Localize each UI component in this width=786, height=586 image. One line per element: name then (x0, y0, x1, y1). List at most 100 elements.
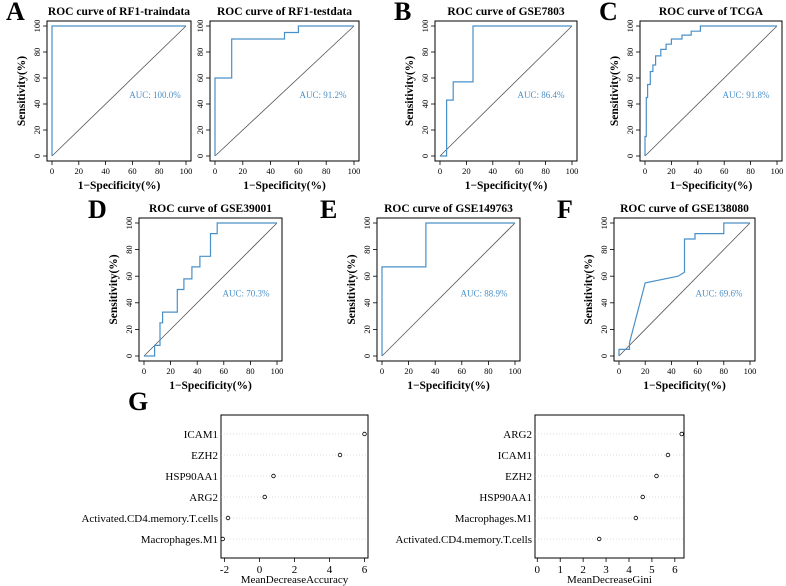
importance-point (596, 536, 602, 542)
x-tick-label: 0 (142, 366, 146, 376)
y-tick-label: 20 (32, 126, 42, 135)
panel-letter: B (394, 0, 411, 26)
diagonal-reference-line (214, 25, 355, 157)
x-tick-label: 60 (458, 366, 467, 376)
y-tick-label: 100 (124, 217, 134, 230)
chart-title: ROC curve of GSE39001 (149, 203, 272, 215)
auc-label: AUC: 100.0% (129, 90, 181, 100)
importance-point (654, 473, 659, 479)
y-axis-label: Sensitivity(%) (346, 254, 358, 324)
y-tick-label: 0 (362, 354, 372, 358)
chart-title: ROC curve of RF1-traindata (48, 6, 190, 18)
auc-label: AUC: 86.4% (518, 90, 566, 100)
x-tick-label: 4 (327, 564, 333, 576)
importance-point (640, 494, 645, 500)
x-tick-label: -2 (220, 564, 229, 576)
y-axis-label: Sensitivity(%) (108, 254, 120, 324)
auc-label: AUC: 69.6% (696, 289, 744, 299)
auc-label: AUC: 88.9% (461, 289, 509, 299)
auc-label: AUC: 70.3% (223, 289, 271, 299)
x-tick-label: 100 (180, 166, 193, 176)
category-label: Activated.CD4.memory.T.cells (395, 534, 532, 546)
x-tick-label: 0 (50, 166, 54, 176)
x-tick-label: 60 (294, 166, 303, 176)
importance-point (665, 452, 671, 458)
y-tick-label: 20 (362, 325, 372, 334)
category-label: EZH2 (505, 471, 532, 483)
x-tick-label: 4 (626, 564, 632, 576)
roc-curve (51, 25, 186, 156)
y-tick-label: 40 (32, 100, 42, 109)
diagonal-reference-line (644, 25, 778, 157)
category-label: EZH2 (191, 450, 218, 462)
x-axis-label: 1−Specificity(%) (670, 180, 753, 192)
importance-point (225, 515, 231, 521)
x-tick-label: 0 (380, 366, 384, 376)
x-tick-label: 0 (643, 166, 647, 176)
y-tick-label: 0 (599, 354, 609, 358)
chart-title: ROC curve of GSE7803 (447, 6, 564, 18)
plot-frame (138, 217, 283, 362)
diagonal-reference-line (439, 25, 573, 157)
y-tick-label: 20 (625, 126, 635, 135)
y-tick-label: 100 (32, 20, 42, 33)
x-tick-label: 60 (720, 166, 729, 176)
x-tick-label: 40 (266, 166, 275, 176)
x-tick-label: 5 (649, 564, 655, 576)
x-tick-label: 80 (484, 366, 493, 376)
y-tick-label: 20 (195, 126, 205, 135)
importance-point (633, 515, 639, 521)
y-tick-label: 60 (599, 272, 609, 281)
x-tick-label: 40 (101, 166, 110, 176)
x-tick-label: 20 (239, 166, 248, 176)
y-tick-label: 60 (420, 74, 430, 83)
x-tick-label: 2 (292, 564, 298, 576)
x-axis-label: MeanDecreaseGini (567, 574, 652, 586)
y-axis-label: Sensitivity(%) (404, 56, 416, 126)
y-tick-label: 80 (599, 245, 609, 254)
x-tick-label: 0 (438, 166, 442, 176)
plot-frame (434, 20, 578, 162)
y-tick-label: 60 (195, 74, 205, 83)
roc-panel-4: 0 20 40 60 80 100 0 20 40 60 80 100 ROC curve of GSE… (108, 203, 283, 392)
diagonal-reference-line (51, 25, 187, 157)
y-tick-label: 80 (362, 245, 372, 254)
y-axis-label: Sensitivity(%) (583, 254, 595, 324)
x-tick-label: 6 (672, 564, 678, 576)
y-tick-label: 100 (362, 217, 372, 230)
x-tick-label: 20 (641, 366, 650, 376)
y-tick-label: 100 (625, 20, 635, 33)
y-tick-label: 80 (124, 245, 134, 254)
y-tick-label: 0 (625, 154, 635, 158)
auc-label: AUC: 91.2% (300, 90, 348, 100)
x-tick-label: 0 (213, 166, 217, 176)
y-tick-label: 40 (599, 299, 609, 308)
x-tick-label: 60 (515, 166, 524, 176)
x-tick-label: 40 (193, 366, 202, 376)
y-tick-label: 0 (420, 154, 430, 158)
x-tick-label: 20 (166, 366, 175, 376)
x-axis-label: 1−Specificity(%) (243, 180, 326, 192)
y-tick-label: 60 (362, 272, 372, 281)
x-tick-label: 60 (220, 366, 229, 376)
x-tick-label: 100 (771, 166, 784, 176)
category-label: Macrophages.M1 (141, 534, 218, 546)
y-tick-label: 100 (195, 20, 205, 33)
x-axis-label: 1−Specificity(%) (465, 180, 548, 192)
y-tick-label: 20 (420, 126, 430, 135)
plot-frame (376, 217, 521, 362)
x-tick-label: 80 (246, 366, 255, 376)
y-tick-label: 40 (124, 299, 134, 308)
auc-label: AUC: 91.8% (723, 90, 771, 100)
x-axis-label: MeanDecreaseAccuracy (241, 574, 349, 586)
x-axis-label: 1−Specificity(%) (169, 380, 252, 392)
x-tick-label: 100 (348, 166, 361, 176)
category-label: ARG2 (189, 492, 218, 504)
y-tick-label: 0 (32, 154, 42, 158)
roc-curve (644, 25, 777, 156)
y-tick-label: 80 (32, 48, 42, 57)
category-label: Activated.CD4.memory.T.cells (81, 513, 218, 525)
y-tick-label: 0 (195, 154, 205, 158)
roc-panel-5: 0 20 40 60 80 100 0 20 40 60 80 100 ROC curve of GSE… (346, 203, 521, 392)
y-tick-label: 40 (195, 100, 205, 109)
